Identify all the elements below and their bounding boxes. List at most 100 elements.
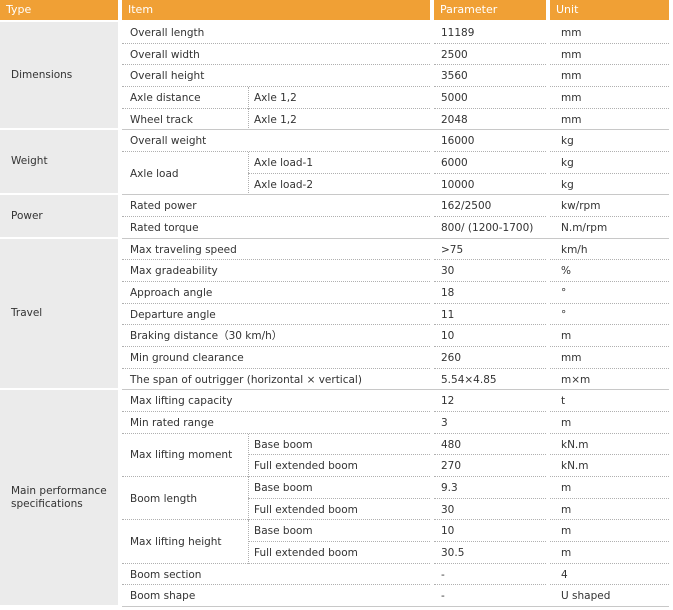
sub-item: Full extended boom <box>254 546 358 559</box>
item-name: Overall width <box>130 48 200 61</box>
item-name: Rated power <box>130 200 197 213</box>
unit: t <box>561 395 566 408</box>
row-line <box>434 411 546 413</box>
row-line <box>122 562 430 564</box>
unit: U shaped <box>561 590 611 603</box>
item-name: The span of outrigger (horizontal × vert… <box>130 373 362 386</box>
unit: kN.m <box>561 460 589 473</box>
group-line <box>122 389 669 391</box>
type-label: Travel <box>11 307 43 320</box>
item-name: Max traveling speed <box>130 243 237 256</box>
row-line <box>550 346 669 348</box>
item-name: Axle load <box>130 167 179 180</box>
item-name: Max lifting height <box>130 536 222 549</box>
row-line <box>248 541 430 543</box>
item-name: Max gradeability <box>130 265 218 278</box>
parameter: 10 <box>441 330 455 343</box>
item-name: Boom shape <box>130 590 196 603</box>
item-name: Wheel track <box>130 113 193 126</box>
row-line <box>434 454 546 456</box>
parameter: 10000 <box>441 178 475 191</box>
sub-divider <box>248 433 249 478</box>
row-line <box>550 584 669 586</box>
row-line <box>550 64 669 66</box>
row-line <box>248 454 430 456</box>
unit: m×m <box>561 373 591 386</box>
parameter: 270 <box>441 460 462 473</box>
row-line <box>434 172 546 174</box>
row-line <box>434 562 546 564</box>
sub-item: Full extended boom <box>254 460 358 473</box>
row-line <box>550 324 669 326</box>
header-cell: Item <box>122 0 430 20</box>
unit: m <box>561 503 572 516</box>
row-line <box>434 541 546 543</box>
unit: 4 <box>561 568 568 581</box>
group-line <box>122 237 669 239</box>
item-name: Boom section <box>130 568 202 581</box>
row-line <box>550 541 669 543</box>
parameter: 5000 <box>441 91 468 104</box>
parameter: 6000 <box>441 156 468 169</box>
type-label: Dimensions <box>11 68 73 81</box>
type-cell <box>0 238 118 389</box>
unit: km/h <box>561 243 588 256</box>
unit: m <box>561 416 572 429</box>
type-cell <box>0 22 118 129</box>
row-line <box>122 584 430 586</box>
row-line <box>434 216 546 218</box>
parameter: - <box>441 568 445 581</box>
row-line <box>550 216 669 218</box>
row-line <box>248 172 430 174</box>
row-line <box>122 519 430 521</box>
row-line <box>434 42 546 44</box>
row-line <box>550 42 669 44</box>
row-line <box>550 519 669 521</box>
item-name: Braking distance（30 km/h） <box>130 330 283 343</box>
item-name: Max lifting capacity <box>130 395 233 408</box>
item-name: Min rated range <box>130 416 214 429</box>
sub-divider <box>248 87 249 109</box>
parameter: 30 <box>441 503 455 516</box>
item-name: Departure angle <box>130 308 216 321</box>
type-cell <box>0 195 118 237</box>
parameter: 162/2500 <box>441 200 492 213</box>
row-line <box>550 107 669 109</box>
unit: kg <box>561 135 574 148</box>
item-name: Min ground clearance <box>130 351 244 364</box>
parameter: 12 <box>441 395 455 408</box>
unit: N.m/rpm <box>561 221 608 234</box>
parameter: 18 <box>441 286 455 299</box>
type-cell <box>0 130 118 194</box>
sub-item: Base boom <box>254 525 313 538</box>
type-cell <box>0 390 118 606</box>
row-line <box>434 497 546 499</box>
row-line <box>434 151 546 153</box>
unit: m <box>561 546 572 559</box>
item-name: Approach angle <box>130 286 213 299</box>
unit: mm <box>561 26 582 39</box>
unit: kg <box>561 156 574 169</box>
row-line <box>434 432 546 434</box>
row-line <box>550 432 669 434</box>
row-line <box>122 367 430 369</box>
sub-item: Base boom <box>254 481 313 494</box>
row-line <box>122 346 430 348</box>
unit: mm <box>561 113 582 126</box>
row-line <box>248 497 430 499</box>
sub-item: Full extended boom <box>254 503 358 516</box>
row-line <box>550 454 669 456</box>
group-line <box>122 129 669 131</box>
sub-divider <box>248 152 249 196</box>
parameter: 800/ (1200-1700) <box>441 221 534 234</box>
row-line <box>550 281 669 283</box>
header-cell: Parameter <box>434 0 546 20</box>
parameter: >75 <box>441 243 464 256</box>
row-line <box>122 476 430 478</box>
row-line <box>550 172 669 174</box>
row-line <box>550 411 669 413</box>
group-line <box>122 606 669 608</box>
row-line <box>434 346 546 348</box>
row-line <box>434 259 546 261</box>
